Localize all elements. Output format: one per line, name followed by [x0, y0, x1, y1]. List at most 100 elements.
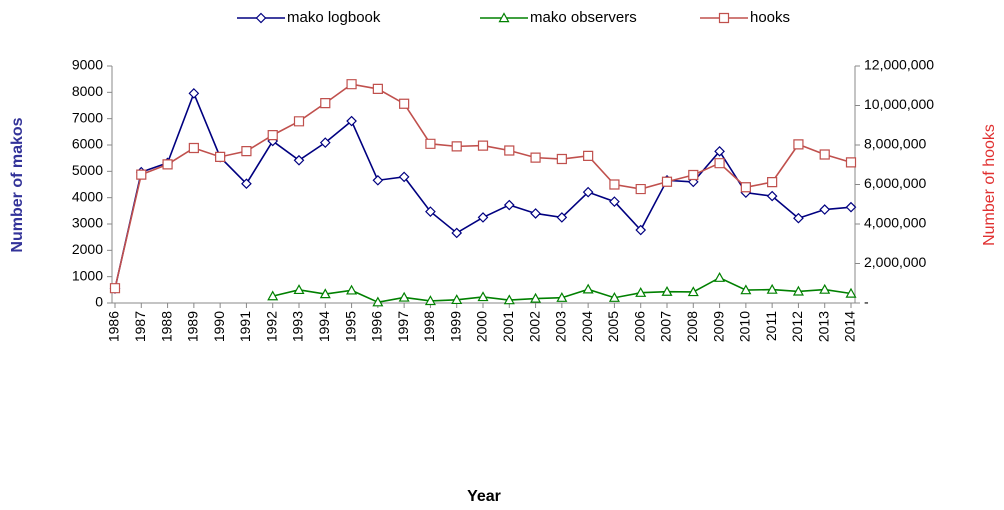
data-point: [372, 296, 384, 307]
data-point: [136, 169, 147, 180]
legend-marker: [718, 12, 730, 24]
data-point: [766, 190, 778, 202]
data-point: [530, 152, 541, 163]
data-point: [319, 137, 331, 148]
data-point: [661, 285, 673, 296]
data-point: [293, 284, 305, 295]
data-point: [582, 186, 594, 198]
y-tick-label: 3000: [72, 215, 103, 231]
x-axis-title: Year: [467, 488, 501, 505]
data-point: [530, 208, 541, 219]
y-tick-label: 6000: [72, 136, 103, 152]
x-tick-label: 1993: [290, 311, 306, 342]
x-tick-label: 1986: [106, 311, 122, 342]
data-point: [372, 83, 383, 95]
data-point: [477, 212, 489, 223]
data-point: [319, 288, 331, 299]
data-point: [504, 145, 515, 156]
data-point: [293, 154, 305, 166]
data-point: [687, 286, 699, 297]
data-point: [609, 179, 620, 190]
data-point: [346, 115, 357, 127]
data-point: [792, 285, 804, 296]
data-point: [188, 142, 199, 154]
x-tick-label: 1996: [369, 311, 385, 342]
data-point: [503, 294, 515, 305]
data-point: [425, 138, 436, 149]
y-tick-label: 7000: [72, 109, 103, 125]
data-point: [609, 196, 620, 207]
y-tick-label: 4000: [72, 188, 103, 204]
data-point: [556, 212, 568, 223]
data-point: [346, 284, 358, 295]
data-point: [714, 271, 726, 282]
data-point: [451, 141, 462, 152]
data-point: [556, 291, 568, 302]
data-point: [608, 291, 620, 302]
data-point: [766, 283, 778, 294]
data-point: [477, 291, 489, 302]
y-tick-label: 8000: [72, 83, 103, 99]
data-point: [845, 201, 857, 213]
data-point: [346, 79, 357, 90]
data-point: [556, 153, 567, 165]
x-tick-label: 1988: [158, 311, 174, 342]
x-tick-label: 1990: [211, 311, 227, 342]
x-tick-label: 2013: [815, 311, 831, 342]
data-point: [267, 130, 278, 141]
x-tick-label: 1991: [237, 311, 253, 342]
x-tick-label: 2007: [658, 311, 674, 342]
data-point: [845, 287, 857, 298]
x-tick-label: 2003: [553, 311, 569, 342]
data-point: [740, 284, 752, 295]
data-point: [320, 98, 331, 109]
data-point: [267, 290, 279, 301]
data-point: [503, 199, 515, 211]
series-line: [114, 91, 852, 289]
y-tick-label: 5000: [72, 162, 103, 178]
y2-tick-label: 2,000,000: [864, 254, 926, 270]
x-tick-label: 2011: [763, 311, 779, 341]
data-point: [714, 158, 725, 169]
x-tick-label: 1995: [342, 311, 358, 342]
data-point: [845, 157, 857, 168]
data-point: [241, 146, 252, 157]
data-point: [767, 177, 778, 188]
data-point: [740, 182, 751, 193]
x-tick-label: 1989: [185, 311, 201, 342]
y2-tick-label: 12,000,000: [864, 57, 934, 73]
x-tick-label: 2006: [631, 311, 647, 342]
data-point: [582, 283, 594, 294]
legend-label: mako logbook: [287, 9, 381, 26]
data-point: [425, 206, 436, 217]
y-axis-title: Number of makos: [9, 117, 26, 252]
y-tick-label: 0: [95, 294, 103, 310]
x-tick-label: 2001: [500, 311, 516, 342]
data-point: [109, 283, 121, 294]
series-line: [114, 83, 852, 289]
data-point: [372, 174, 384, 186]
data-point: [819, 204, 831, 215]
y2-tick-label: 4,000,000: [864, 215, 926, 231]
data-point: [530, 292, 542, 303]
data-point: [635, 183, 646, 195]
x-tick-label: 1999: [447, 311, 463, 342]
data-point: [451, 227, 463, 239]
data-point: [398, 291, 410, 302]
data-point: [398, 171, 410, 183]
y2-tick-label: -: [864, 294, 869, 310]
x-tick-label: 1994: [316, 311, 332, 342]
x-tick-label: 2014: [842, 311, 858, 342]
x-tick-label: 1987: [132, 311, 148, 342]
data-point: [714, 145, 725, 157]
y2-tick-label: 6,000,000: [864, 175, 926, 191]
data-point: [819, 149, 830, 160]
y-tick-label: 2000: [72, 241, 103, 257]
data-point: [424, 295, 436, 306]
y-tick-label: 9000: [72, 57, 103, 73]
data-point: [399, 98, 410, 109]
legend-label: hooks: [750, 9, 790, 26]
data-point: [688, 169, 699, 181]
x-tick-label: 2009: [710, 311, 726, 342]
